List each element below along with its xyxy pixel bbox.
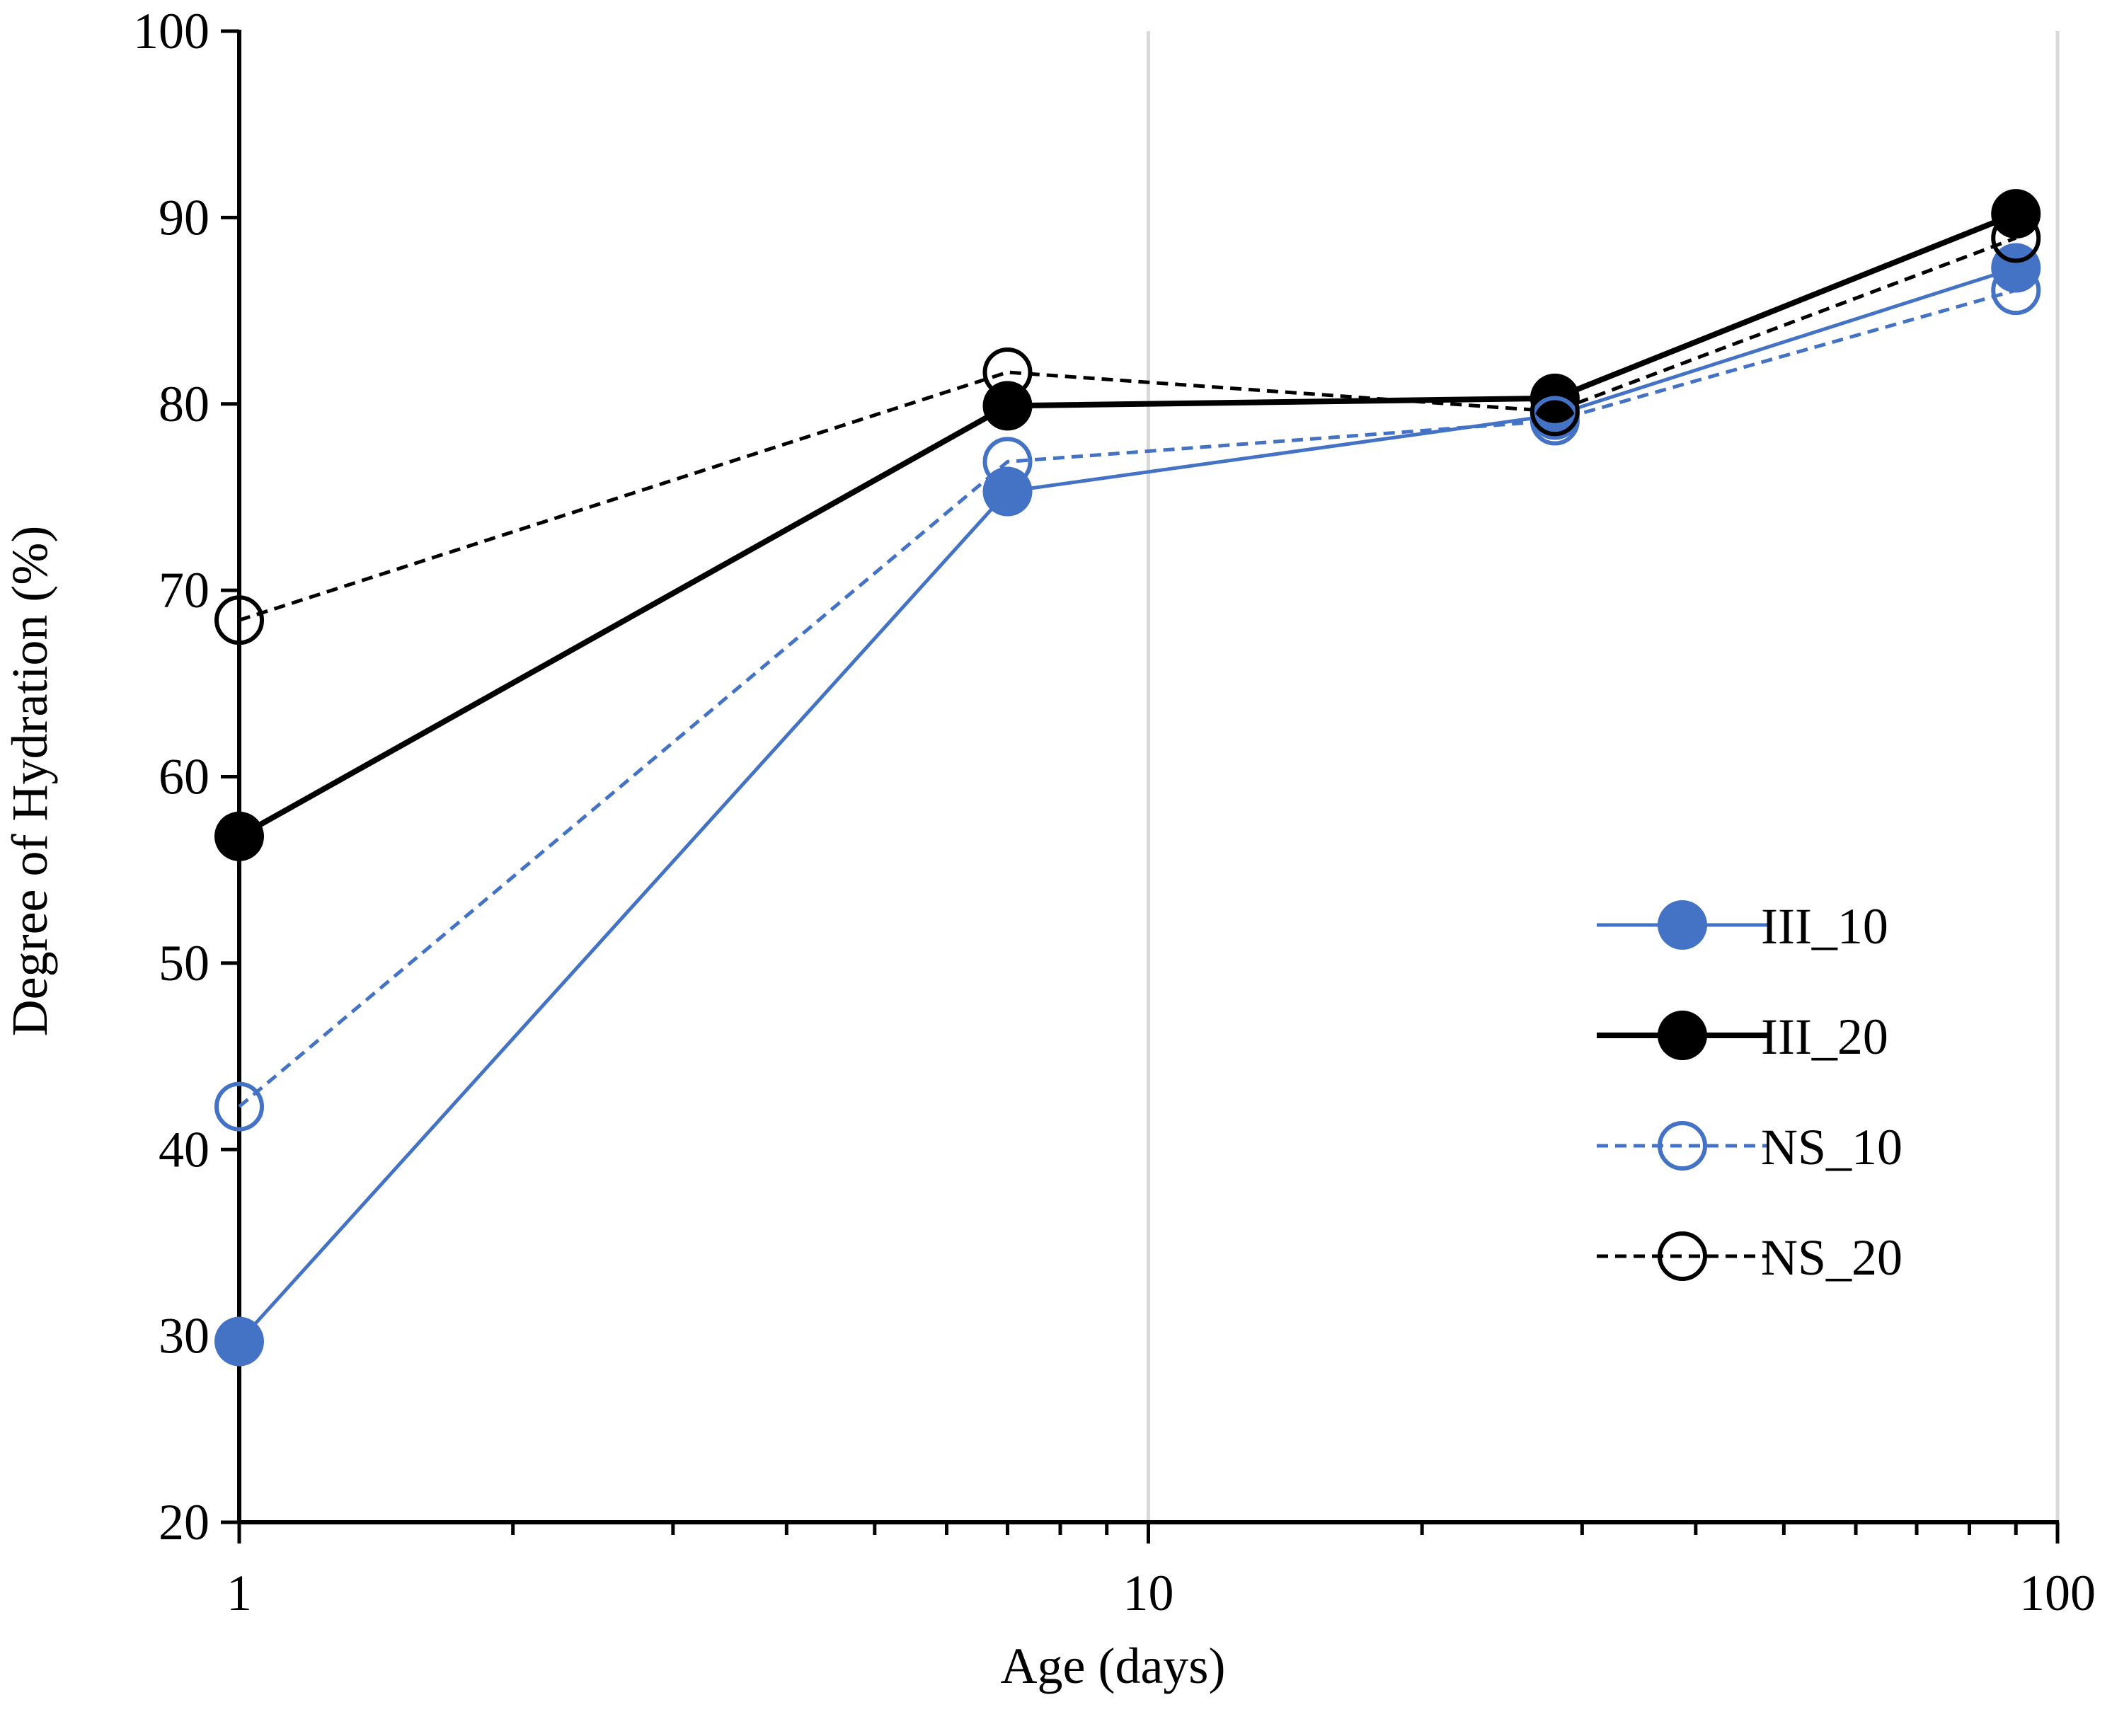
data-point-NS_20 [1991,213,2041,263]
data-point-NS_10 [214,1081,264,1132]
y-axis-label: Degree of Hydration (%) [1,526,58,1037]
x-tick-label: 1 [226,1565,252,1621]
grid-lines [1147,31,2060,1522]
series-line-III_10 [238,266,2016,1343]
legend-label-NS_10: NS_10 [1761,1119,1902,1175]
data-point-III_10 [214,1316,264,1367]
legend-marker-III_10 [1658,900,1707,950]
legend-label-III_10: III_10 [1761,898,1888,955]
series-markers [214,189,2041,1367]
legend-marker-III_20 [1658,1011,1707,1060]
legend-marker-NS_20 [1658,1231,1707,1281]
y-tick-label: 50 [159,935,210,991]
x-tick-label: 100 [2019,1565,2096,1621]
legend-label-III_20: III_20 [1761,1008,1888,1065]
data-point-NS_10 [982,437,1033,487]
x-tick-label: 10 [1123,1565,1174,1621]
data-point-NS_20 [1530,386,1580,437]
series-line-NS_20 [239,236,2017,622]
legend: III_10 III_20 NS_10 NS_20 [1597,898,1902,1286]
y-tick-label: 100 [133,3,210,59]
y-tick-label: 40 [159,1121,210,1178]
y-tick-label: 90 [159,189,210,246]
data-point-III_20 [214,811,264,861]
series-line-III_20 [238,211,2017,839]
series-lines [238,211,2017,1343]
y-tick-label: 80 [159,376,210,432]
series-line-NS_10 [238,288,2016,1108]
data-point-NS_20 [982,347,1033,397]
x-axis-label: Age (days) [1001,1638,1226,1694]
legend-marker-NS_10 [1658,1121,1707,1171]
legend-label-NS_20: NS_20 [1761,1229,1902,1286]
data-point-NS_10 [1991,265,2041,316]
y-tick-label: 60 [159,749,210,805]
y-tick-label: 20 [159,1494,210,1551]
y-tick-label: 70 [159,562,210,619]
data-point-NS_20 [214,595,264,645]
y-tick-label: 30 [159,1308,210,1364]
